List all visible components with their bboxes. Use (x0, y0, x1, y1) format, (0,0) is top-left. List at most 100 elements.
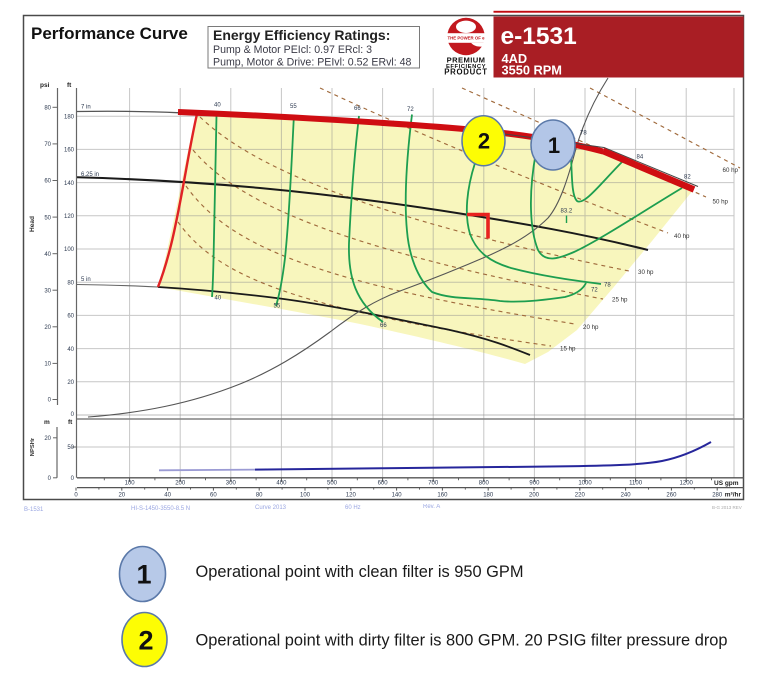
svg-text:280: 280 (712, 493, 723, 499)
svg-text:20: 20 (67, 380, 74, 386)
svg-text:50: 50 (67, 445, 74, 451)
svg-text:83.2: 83.2 (561, 209, 573, 215)
svg-text:25 hp: 25 hp (612, 297, 628, 304)
svg-text:40: 40 (67, 347, 74, 353)
svg-text:60 Hz: 60 Hz (345, 505, 361, 511)
svg-text:HI-S-1450-3550-8.5 N: HI-S-1450-3550-8.5 N (131, 506, 190, 512)
svg-text:600: 600 (378, 481, 389, 487)
svg-text:Performance Curve: Performance Curve (31, 24, 188, 43)
svg-text:Head: Head (29, 216, 36, 232)
svg-text:800: 800 (479, 481, 490, 487)
svg-text:80: 80 (44, 106, 51, 112)
svg-text:Operational point with clean f: Operational point with clean filter is 9… (196, 563, 524, 581)
svg-text:66: 66 (354, 106, 361, 112)
svg-text:140: 140 (64, 181, 75, 187)
svg-text:15 hp: 15 hp (560, 346, 576, 353)
svg-text:m: m (44, 419, 50, 426)
svg-text:1: 1 (136, 560, 151, 590)
svg-text:ft: ft (67, 82, 72, 89)
svg-text:220: 220 (575, 493, 586, 499)
svg-text:5 in: 5 in (81, 277, 91, 283)
svg-text:60: 60 (67, 314, 74, 320)
svg-text:2: 2 (478, 129, 490, 154)
svg-text:0: 0 (74, 493, 78, 499)
svg-text:Pump, Motor & Drive: PEIvl: 0.: Pump, Motor & Drive: PEIvl: 0.52 ERvl: 4… (213, 57, 412, 69)
svg-text:1100: 1100 (629, 481, 643, 487)
svg-text:30 hp: 30 hp (638, 269, 654, 276)
svg-text:4AD: 4AD (502, 51, 528, 66)
svg-text:20 hp: 20 hp (583, 324, 599, 331)
svg-text:180: 180 (483, 493, 494, 499)
svg-text:PRODUCT: PRODUCT (444, 68, 487, 77)
svg-text:Energy Efficiency Ratings:: Energy Efficiency Ratings: (213, 27, 390, 43)
svg-text:40 hp: 40 hp (674, 233, 690, 240)
svg-text:40: 40 (44, 252, 51, 258)
svg-text:Operational point with dirty f: Operational point with dirty filter is 8… (196, 632, 728, 650)
svg-text:66: 66 (380, 323, 387, 329)
svg-text:160: 160 (437, 493, 448, 499)
svg-text:10: 10 (44, 362, 51, 368)
svg-text:78: 78 (580, 131, 587, 137)
svg-text:3550 RPM: 3550 RPM (502, 63, 562, 78)
svg-text:160: 160 (64, 148, 75, 154)
svg-text:50: 50 (44, 215, 51, 221)
svg-text:100: 100 (125, 481, 136, 487)
svg-text:300: 300 (226, 481, 237, 487)
svg-text:20: 20 (44, 325, 51, 331)
svg-text:psi: psi (40, 82, 50, 89)
svg-text:72: 72 (407, 107, 414, 113)
svg-text:240: 240 (621, 493, 632, 499)
svg-text:0: 0 (71, 412, 75, 418)
svg-text:40: 40 (214, 103, 221, 109)
svg-text:120: 120 (64, 214, 75, 220)
svg-text:2: 2 (138, 626, 153, 656)
svg-text:7 in: 7 in (81, 105, 91, 111)
svg-text:Pump & Motor PEIcl: 0.97 ERcl:: Pump & Motor PEIcl: 0.97 ERcl: 3 (213, 44, 372, 56)
svg-text:US gpm: US gpm (714, 480, 739, 487)
svg-text:B-1531: B-1531 (24, 507, 44, 513)
svg-text:100: 100 (300, 493, 311, 499)
svg-text:55: 55 (290, 104, 297, 110)
svg-text:80: 80 (67, 280, 74, 286)
svg-text:Rev. A: Rev. A (423, 504, 440, 510)
svg-text:700: 700 (428, 481, 439, 487)
svg-text:0: 0 (48, 398, 52, 404)
svg-text:78: 78 (604, 283, 611, 289)
svg-text:NPSHr: NPSHr (30, 437, 36, 456)
svg-text:900: 900 (529, 481, 540, 487)
svg-text:40: 40 (164, 493, 171, 499)
svg-text:60: 60 (210, 493, 217, 499)
svg-text:1000: 1000 (578, 481, 592, 487)
svg-text:200: 200 (529, 493, 540, 499)
svg-text:140: 140 (392, 493, 403, 499)
svg-text:e-1531: e-1531 (501, 23, 577, 50)
svg-text:0: 0 (48, 476, 52, 482)
svg-text:50 hp: 50 hp (713, 199, 729, 206)
svg-text:m³/hr: m³/hr (725, 492, 742, 499)
svg-text:1200: 1200 (680, 481, 694, 487)
svg-text:0: 0 (71, 476, 75, 482)
svg-text:400: 400 (276, 481, 287, 487)
svg-text:120: 120 (346, 493, 357, 499)
svg-text:EFFICIENCY: EFFICIENCY (446, 64, 486, 70)
svg-text:82: 82 (684, 175, 691, 181)
svg-text:80: 80 (256, 493, 263, 499)
svg-text:30: 30 (44, 288, 51, 294)
svg-text:84: 84 (637, 155, 644, 161)
svg-text:180: 180 (64, 114, 75, 120)
svg-text:70: 70 (44, 142, 51, 148)
svg-text:60 hp: 60 hp (723, 167, 739, 174)
svg-text:200: 200 (175, 481, 186, 487)
svg-text:55: 55 (274, 304, 281, 310)
svg-text:6.25 in: 6.25 in (81, 172, 99, 178)
svg-text:100: 100 (64, 247, 75, 253)
svg-text:72: 72 (591, 288, 598, 294)
svg-text:THE POWER OF e: THE POWER OF e (448, 35, 485, 40)
svg-text:40: 40 (215, 296, 222, 302)
svg-text:20: 20 (44, 436, 51, 442)
svg-text:260: 260 (666, 493, 677, 499)
svg-text:PREMIUM: PREMIUM (447, 55, 486, 64)
svg-text:ft: ft (68, 419, 73, 426)
svg-text:500: 500 (327, 481, 338, 487)
svg-text:1: 1 (548, 133, 560, 158)
